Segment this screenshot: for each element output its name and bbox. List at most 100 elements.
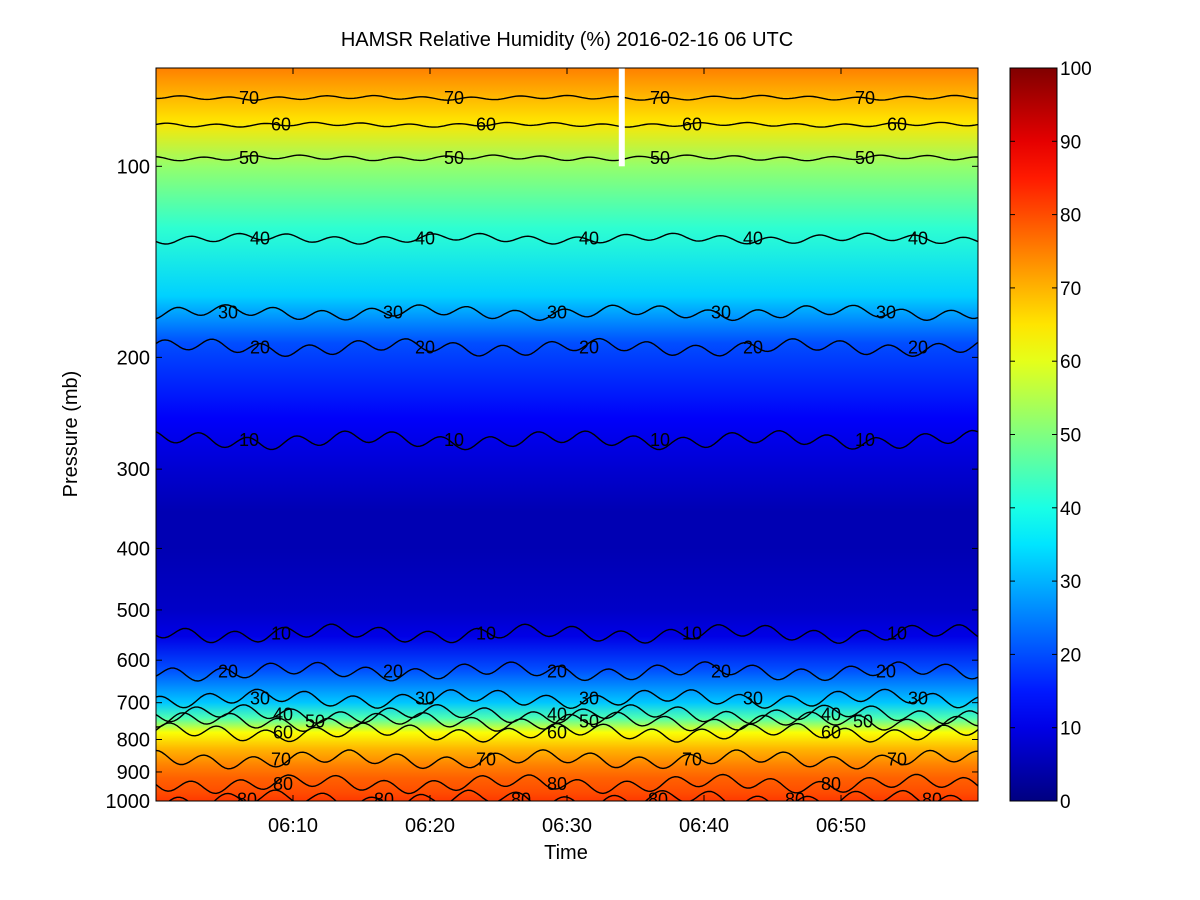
- contour-label: 20: [383, 661, 403, 681]
- contour-label: 60: [682, 115, 702, 135]
- contour-label: 40: [547, 704, 567, 724]
- contour-label: 20: [876, 661, 896, 681]
- x-tick-label: 06:40: [679, 815, 729, 837]
- chart-title: HAMSR Relative Humidity (%) 2016-02-16 0…: [341, 29, 793, 51]
- colorbar-tick-label: 100: [1060, 59, 1092, 80]
- contour-label: 30: [383, 303, 403, 323]
- contour-label: 30: [743, 689, 763, 709]
- contour-label: 10: [444, 430, 464, 450]
- contour-label: 30: [908, 689, 928, 709]
- contour-label: 50: [579, 712, 599, 732]
- contour-label: 40: [579, 229, 599, 249]
- contour-line: [156, 232, 978, 245]
- y-tick-label: 400: [117, 538, 150, 560]
- contour-label: 20: [415, 338, 435, 358]
- x-axis: 06:10 06:20 06:30 06:40 06:50: [268, 68, 866, 837]
- y-tick-label: 800: [117, 730, 150, 752]
- contour-line: [156, 773, 978, 795]
- contour-label: 50: [855, 148, 875, 168]
- contour-label: 60: [547, 723, 567, 743]
- colorbar-tick-label: 80: [1060, 206, 1081, 227]
- contour-label: 10: [682, 624, 702, 644]
- contour-layer: 70 70 70 70 60 60 60 60 50 50 50 50 40 40 40 40 40 30 30 30…: [156, 88, 978, 810]
- contour-line: [156, 154, 978, 162]
- contour-label: 20: [711, 661, 731, 681]
- contour-line: [156, 337, 978, 358]
- x-tick-label: 06:10: [268, 815, 318, 837]
- contour-label: 50: [650, 148, 670, 168]
- contour-line: [156, 688, 978, 710]
- contour-line: [156, 703, 978, 725]
- contour-label: 10: [476, 624, 496, 644]
- colorbar-tick-label: 20: [1060, 645, 1081, 666]
- x-axis-label: Time: [544, 842, 588, 864]
- contour-label: 60: [273, 723, 293, 743]
- y-tick-label: 500: [117, 600, 150, 622]
- contour-label: 60: [476, 115, 496, 135]
- y-tick-label: 600: [117, 650, 150, 672]
- contour-label: 80: [821, 774, 841, 794]
- contour-label: 30: [250, 689, 270, 709]
- contour-label: 30: [415, 689, 435, 709]
- contour-line: [156, 661, 978, 682]
- contour-label: 70: [476, 749, 496, 769]
- contour-label: 50: [305, 712, 325, 732]
- contour-line: [156, 623, 978, 644]
- colorbar-tick-label: 60: [1060, 352, 1081, 373]
- contour-label: 40: [743, 229, 763, 249]
- colorbar-tick-label: 0: [1060, 792, 1071, 813]
- contour-label: 70: [650, 88, 670, 108]
- colorbar-tick-label: 50: [1060, 426, 1081, 447]
- x-tick-label: 06:50: [816, 815, 866, 837]
- colorbar-tick-label: 30: [1060, 572, 1081, 593]
- x-tick-label: 06:20: [405, 815, 455, 837]
- contour-label: 50: [853, 712, 873, 732]
- colorbar-ticks: 0 10 20 30 40 50 60 70 80 90 100: [1010, 59, 1092, 813]
- contour-label: 30: [876, 303, 896, 323]
- contour-label: 30: [711, 303, 731, 323]
- y-tick-label: 900: [117, 762, 150, 784]
- contour-label: 80: [922, 790, 942, 810]
- contour-label: 60: [887, 115, 907, 135]
- y-tick-label: 300: [117, 459, 150, 481]
- contour-label: 80: [648, 790, 668, 810]
- contour-label: 70: [855, 88, 875, 108]
- contour-label: 20: [908, 338, 928, 358]
- contour-label: 40: [415, 229, 435, 249]
- y-tick-label: 100: [117, 156, 150, 178]
- contour-label: 70: [444, 88, 464, 108]
- contour-label: 10: [650, 430, 670, 450]
- contour-label: 50: [444, 148, 464, 168]
- contour-label: 20: [218, 661, 238, 681]
- contour-line: [156, 429, 978, 451]
- contour-label: 70: [271, 749, 291, 769]
- contour-line: [156, 94, 978, 101]
- contour-label: 60: [271, 115, 291, 135]
- contour-line: [156, 304, 978, 322]
- contour-label: 70: [682, 749, 702, 769]
- contour-line: [156, 711, 978, 733]
- contour-label: 40: [908, 229, 928, 249]
- data-gap-bar: [618, 68, 625, 167]
- colorbar: 0 10 20 30 40 50 60 70 80 90 100: [1009, 59, 1092, 813]
- colorbar-tick-label: 70: [1060, 279, 1081, 300]
- y-tick-label: 1000: [106, 791, 151, 813]
- contour-label: 70: [239, 88, 259, 108]
- contour-label: 30: [547, 303, 567, 323]
- contour-line: [156, 749, 978, 770]
- contour-label: 20: [579, 338, 599, 358]
- contour-label: 10: [855, 430, 875, 450]
- contour-label: 70: [887, 749, 907, 769]
- contour-label: 80: [237, 790, 257, 810]
- contour-label: 80: [273, 774, 293, 794]
- contour-label: 10: [239, 430, 259, 450]
- plot-area: 70 70 70 70 60 60 60 60 50 50 50 50 40 40 40 40 40 30 30 30…: [155, 67, 979, 810]
- colorbar-tick-label: 10: [1060, 719, 1081, 740]
- contour-label: 20: [547, 661, 567, 681]
- contour-label: 40: [821, 704, 841, 724]
- heatmap-field: [156, 68, 978, 801]
- contour-label: 30: [579, 689, 599, 709]
- colorbar-tick-label: 90: [1060, 132, 1081, 153]
- contour-line: [156, 121, 978, 128]
